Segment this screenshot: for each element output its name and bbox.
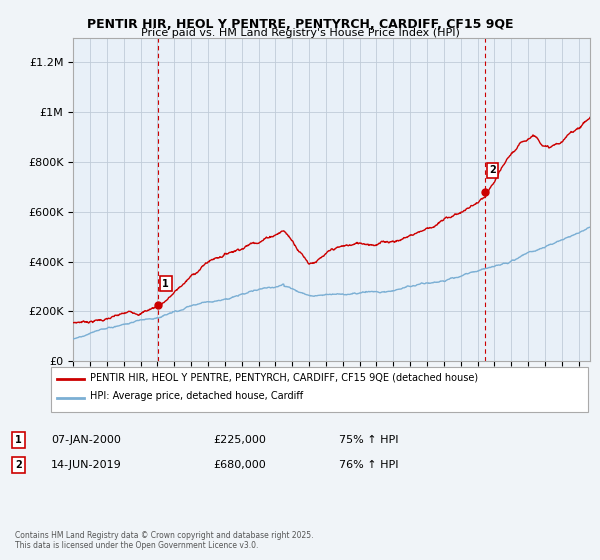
- Text: 1: 1: [163, 278, 169, 288]
- Text: HPI: Average price, detached house, Cardiff: HPI: Average price, detached house, Card…: [90, 391, 303, 401]
- Text: 1: 1: [15, 435, 22, 445]
- Text: Price paid vs. HM Land Registry's House Price Index (HPI): Price paid vs. HM Land Registry's House …: [140, 28, 460, 38]
- Text: £680,000: £680,000: [213, 460, 266, 470]
- Text: 76% ↑ HPI: 76% ↑ HPI: [339, 460, 398, 470]
- Text: 07-JAN-2000: 07-JAN-2000: [51, 435, 121, 445]
- Text: PENTIR HIR, HEOL Y PENTRE, PENTYRCH, CARDIFF, CF15 9QE (detached house): PENTIR HIR, HEOL Y PENTRE, PENTYRCH, CAR…: [90, 372, 478, 382]
- Text: £225,000: £225,000: [213, 435, 266, 445]
- Text: 14-JUN-2019: 14-JUN-2019: [51, 460, 122, 470]
- Text: 2: 2: [15, 460, 22, 470]
- Text: 2: 2: [490, 165, 496, 175]
- Text: 75% ↑ HPI: 75% ↑ HPI: [339, 435, 398, 445]
- Text: PENTIR HIR, HEOL Y PENTRE, PENTYRCH, CARDIFF, CF15 9QE: PENTIR HIR, HEOL Y PENTRE, PENTYRCH, CAR…: [87, 18, 513, 31]
- Text: Contains HM Land Registry data © Crown copyright and database right 2025.
This d: Contains HM Land Registry data © Crown c…: [15, 530, 314, 550]
